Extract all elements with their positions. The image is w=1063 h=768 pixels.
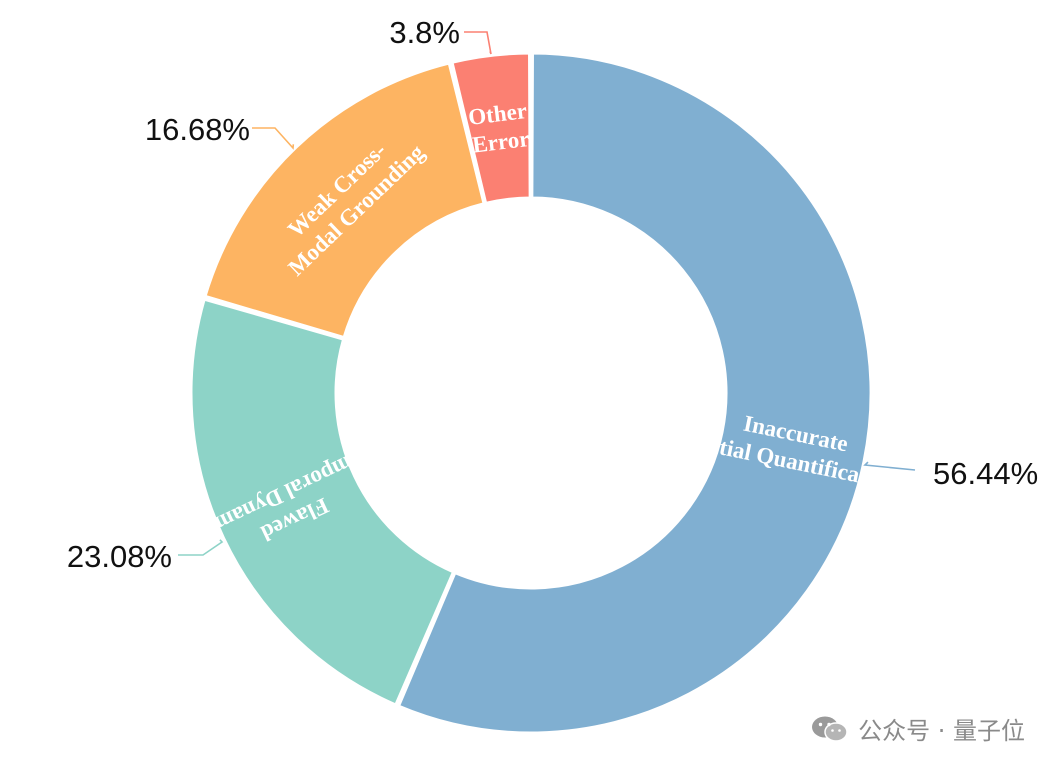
watermark-text: 公众号 · 量子位 — [858, 717, 1025, 745]
leader-line-temporal-dynamics — [178, 539, 224, 556]
leader-line-cross-modal-grounding — [252, 127, 295, 150]
leader-line-spatial-quantification — [863, 461, 916, 471]
slice-cross-modal-grounding — [203, 61, 486, 340]
slice-spatial-quantification — [397, 51, 873, 735]
value-label-temporal-dynamics: 23.08% — [67, 539, 172, 574]
watermark: 公众号 · 量子位 — [810, 711, 1025, 746]
slice-temporal-dynamics — [189, 297, 455, 707]
slice-other-error — [450, 51, 532, 205]
value-label-other-error: 3.8% — [389, 15, 460, 50]
leader-line-other-error — [464, 31, 492, 55]
leaders-group — [178, 31, 916, 556]
slices-group — [189, 51, 873, 735]
wechat-icon — [812, 716, 848, 742]
value-labels-group: 56.44% 23.08% 16.68% 3.8% — [67, 15, 1038, 574]
value-label-spatial-quantification: 56.44% — [933, 456, 1038, 491]
value-label-cross-modal-grounding: 16.68% — [145, 112, 250, 147]
